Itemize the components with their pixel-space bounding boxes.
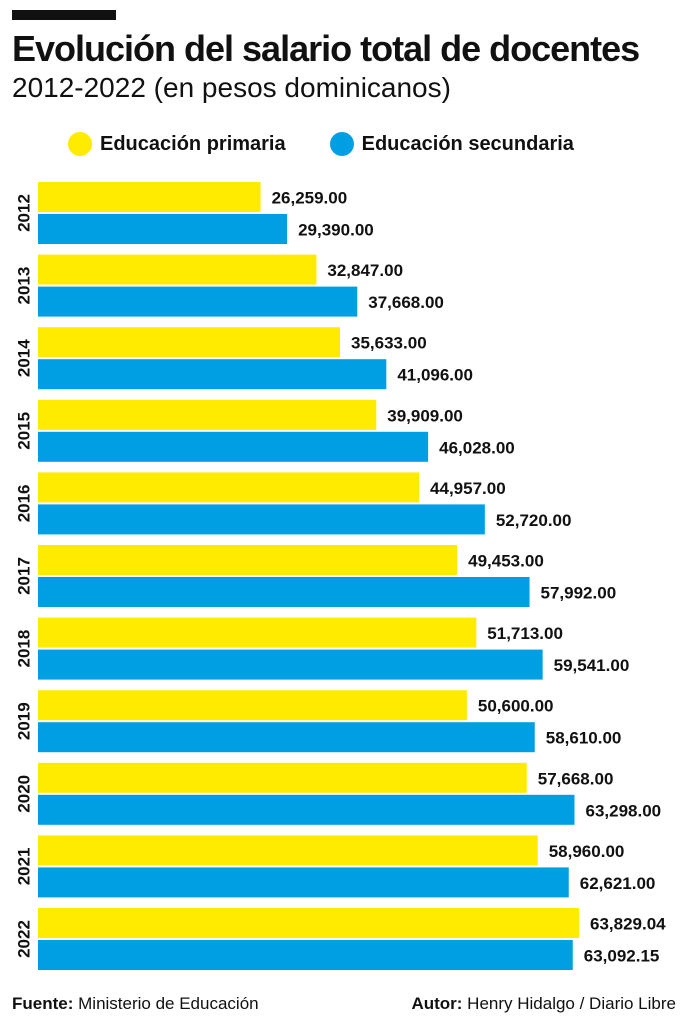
bar-primaria-2013: [38, 254, 317, 285]
author-value: Henry Hidalgo / Diario Libre: [467, 994, 676, 1013]
value-label-secundaria-2012: 29,390.00: [298, 221, 374, 240]
year-label-2013: 2013: [15, 267, 34, 305]
bar-primaria-2014: [38, 327, 341, 358]
bar-primaria-2016: [38, 472, 420, 503]
legend-label-primaria: Educación primaria: [100, 132, 286, 155]
source-note: Fuente: Ministerio de Educación: [12, 994, 259, 1014]
bar-chart: 2012 26,259.00 29,390.00 2013 32,847.00 37,66…: [15, 182, 666, 970]
year-label-2014: 2014: [15, 339, 34, 377]
bar-secundaria-2012: [38, 214, 288, 244]
bar-secundaria-2017: [38, 577, 530, 607]
bar-primaria-2015: [38, 399, 377, 430]
value-label-secundaria-2018: 59,541.00: [554, 656, 630, 675]
bar-secundaria-2020: [38, 794, 575, 825]
year-group-2020: 2020 57,668.00 63,298.00: [15, 762, 661, 825]
value-label-primaria-2012: 26,259.00: [272, 189, 348, 208]
legend: Educación primaria Educación secundaria: [68, 132, 574, 156]
author-label: Autor:: [411, 994, 463, 1013]
value-label-secundaria-2015: 46,028.00: [439, 438, 515, 457]
bar-secundaria-2019: [38, 722, 535, 753]
bar-primaria-2020: [38, 762, 527, 793]
year-group-2016: 2016 44,957.00 52,720.00: [15, 472, 572, 535]
value-label-secundaria-2013: 37,668.00: [368, 293, 444, 312]
year-label-2020: 2020: [15, 775, 34, 813]
bar-secundaria-2018: [38, 649, 543, 680]
value-label-primaria-2016: 44,957.00: [430, 479, 506, 498]
bar-primaria-2022: [38, 908, 579, 938]
value-label-primaria-2021: 58,960.00: [549, 842, 625, 861]
year-label-2016: 2016: [15, 484, 34, 522]
source-label: Fuente:: [12, 994, 74, 1013]
chart-subtitle: 2012-2022 (en pesos dominicanos): [12, 72, 451, 103]
value-label-primaria-2015: 39,909.00: [387, 406, 463, 425]
header-bar: [12, 10, 116, 20]
legend-dot-primaria: [68, 132, 92, 156]
value-label-secundaria-2020: 63,298.00: [585, 801, 661, 820]
bar-primaria-2021: [38, 835, 538, 866]
value-label-secundaria-2019: 58,610.00: [546, 729, 622, 748]
legend-label-secundaria: Educación secundaria: [361, 132, 574, 155]
bar-primaria-2012: [38, 182, 261, 212]
bar-secundaria-2014: [38, 359, 387, 390]
value-label-secundaria-2022: 63,092.15: [584, 947, 660, 966]
year-group-2012: 2012 26,259.00 29,390.00: [15, 182, 374, 244]
value-label-secundaria-2014: 41,096.00: [397, 366, 473, 385]
bar-primaria-2018: [38, 617, 477, 648]
value-label-secundaria-2016: 52,720.00: [496, 511, 572, 530]
year-group-2015: 2015 39,909.00 46,028.00: [15, 399, 515, 462]
value-label-primaria-2020: 57,668.00: [538, 769, 614, 788]
source-value: Ministerio de Educación: [78, 994, 259, 1013]
year-group-2019: 2019 50,600.00 58,610.00: [15, 690, 622, 753]
bar-secundaria-2021: [38, 867, 569, 898]
year-group-2014: 2014 35,633.00 41,096.00: [15, 327, 473, 390]
year-label-2017: 2017: [15, 557, 34, 595]
author-note: Autor: Henry Hidalgo / Diario Libre: [411, 994, 676, 1014]
value-label-primaria-2013: 32,847.00: [327, 261, 403, 280]
bar-secundaria-2016: [38, 504, 485, 535]
bar-secundaria-2015: [38, 431, 429, 462]
value-label-primaria-2019: 50,600.00: [478, 697, 554, 716]
year-group-2018: 2018 51,713.00 59,541.00: [15, 617, 630, 680]
value-label-secundaria-2017: 57,992.00: [541, 584, 617, 603]
chart-title: Evolución del salario total de docentes: [12, 28, 640, 69]
year-group-2013: 2013 32,847.00 37,668.00: [15, 254, 444, 317]
value-label-primaria-2017: 49,453.00: [468, 552, 544, 571]
value-label-secundaria-2021: 62,621.00: [580, 874, 656, 893]
year-group-2022: 2022 63,829.04 63,092.15: [15, 908, 666, 970]
bar-secundaria-2013: [38, 286, 358, 317]
bar-primaria-2019: [38, 690, 467, 721]
year-group-2021: 2021 58,960.00 62,621.00: [15, 835, 656, 898]
bar-primaria-2017: [38, 545, 458, 575]
year-label-2019: 2019: [15, 702, 34, 740]
year-label-2022: 2022: [15, 920, 34, 958]
value-label-primaria-2014: 35,633.00: [351, 334, 427, 353]
value-label-primaria-2018: 51,713.00: [487, 624, 563, 643]
legend-dot-secundaria: [329, 132, 354, 156]
year-label-2018: 2018: [15, 630, 34, 668]
legend-item-secundaria: Educación secundaria: [329, 132, 574, 156]
year-label-2015: 2015: [15, 412, 34, 450]
year-label-2012: 2012: [15, 194, 34, 232]
value-label-primaria-2022: 63,829.04: [590, 915, 666, 934]
bar-secundaria-2022: [38, 940, 573, 970]
year-group-2017: 2017 49,453.00 57,992.00: [15, 545, 617, 607]
year-label-2021: 2021: [15, 847, 34, 885]
legend-item-primaria: Educación primaria: [68, 132, 286, 156]
